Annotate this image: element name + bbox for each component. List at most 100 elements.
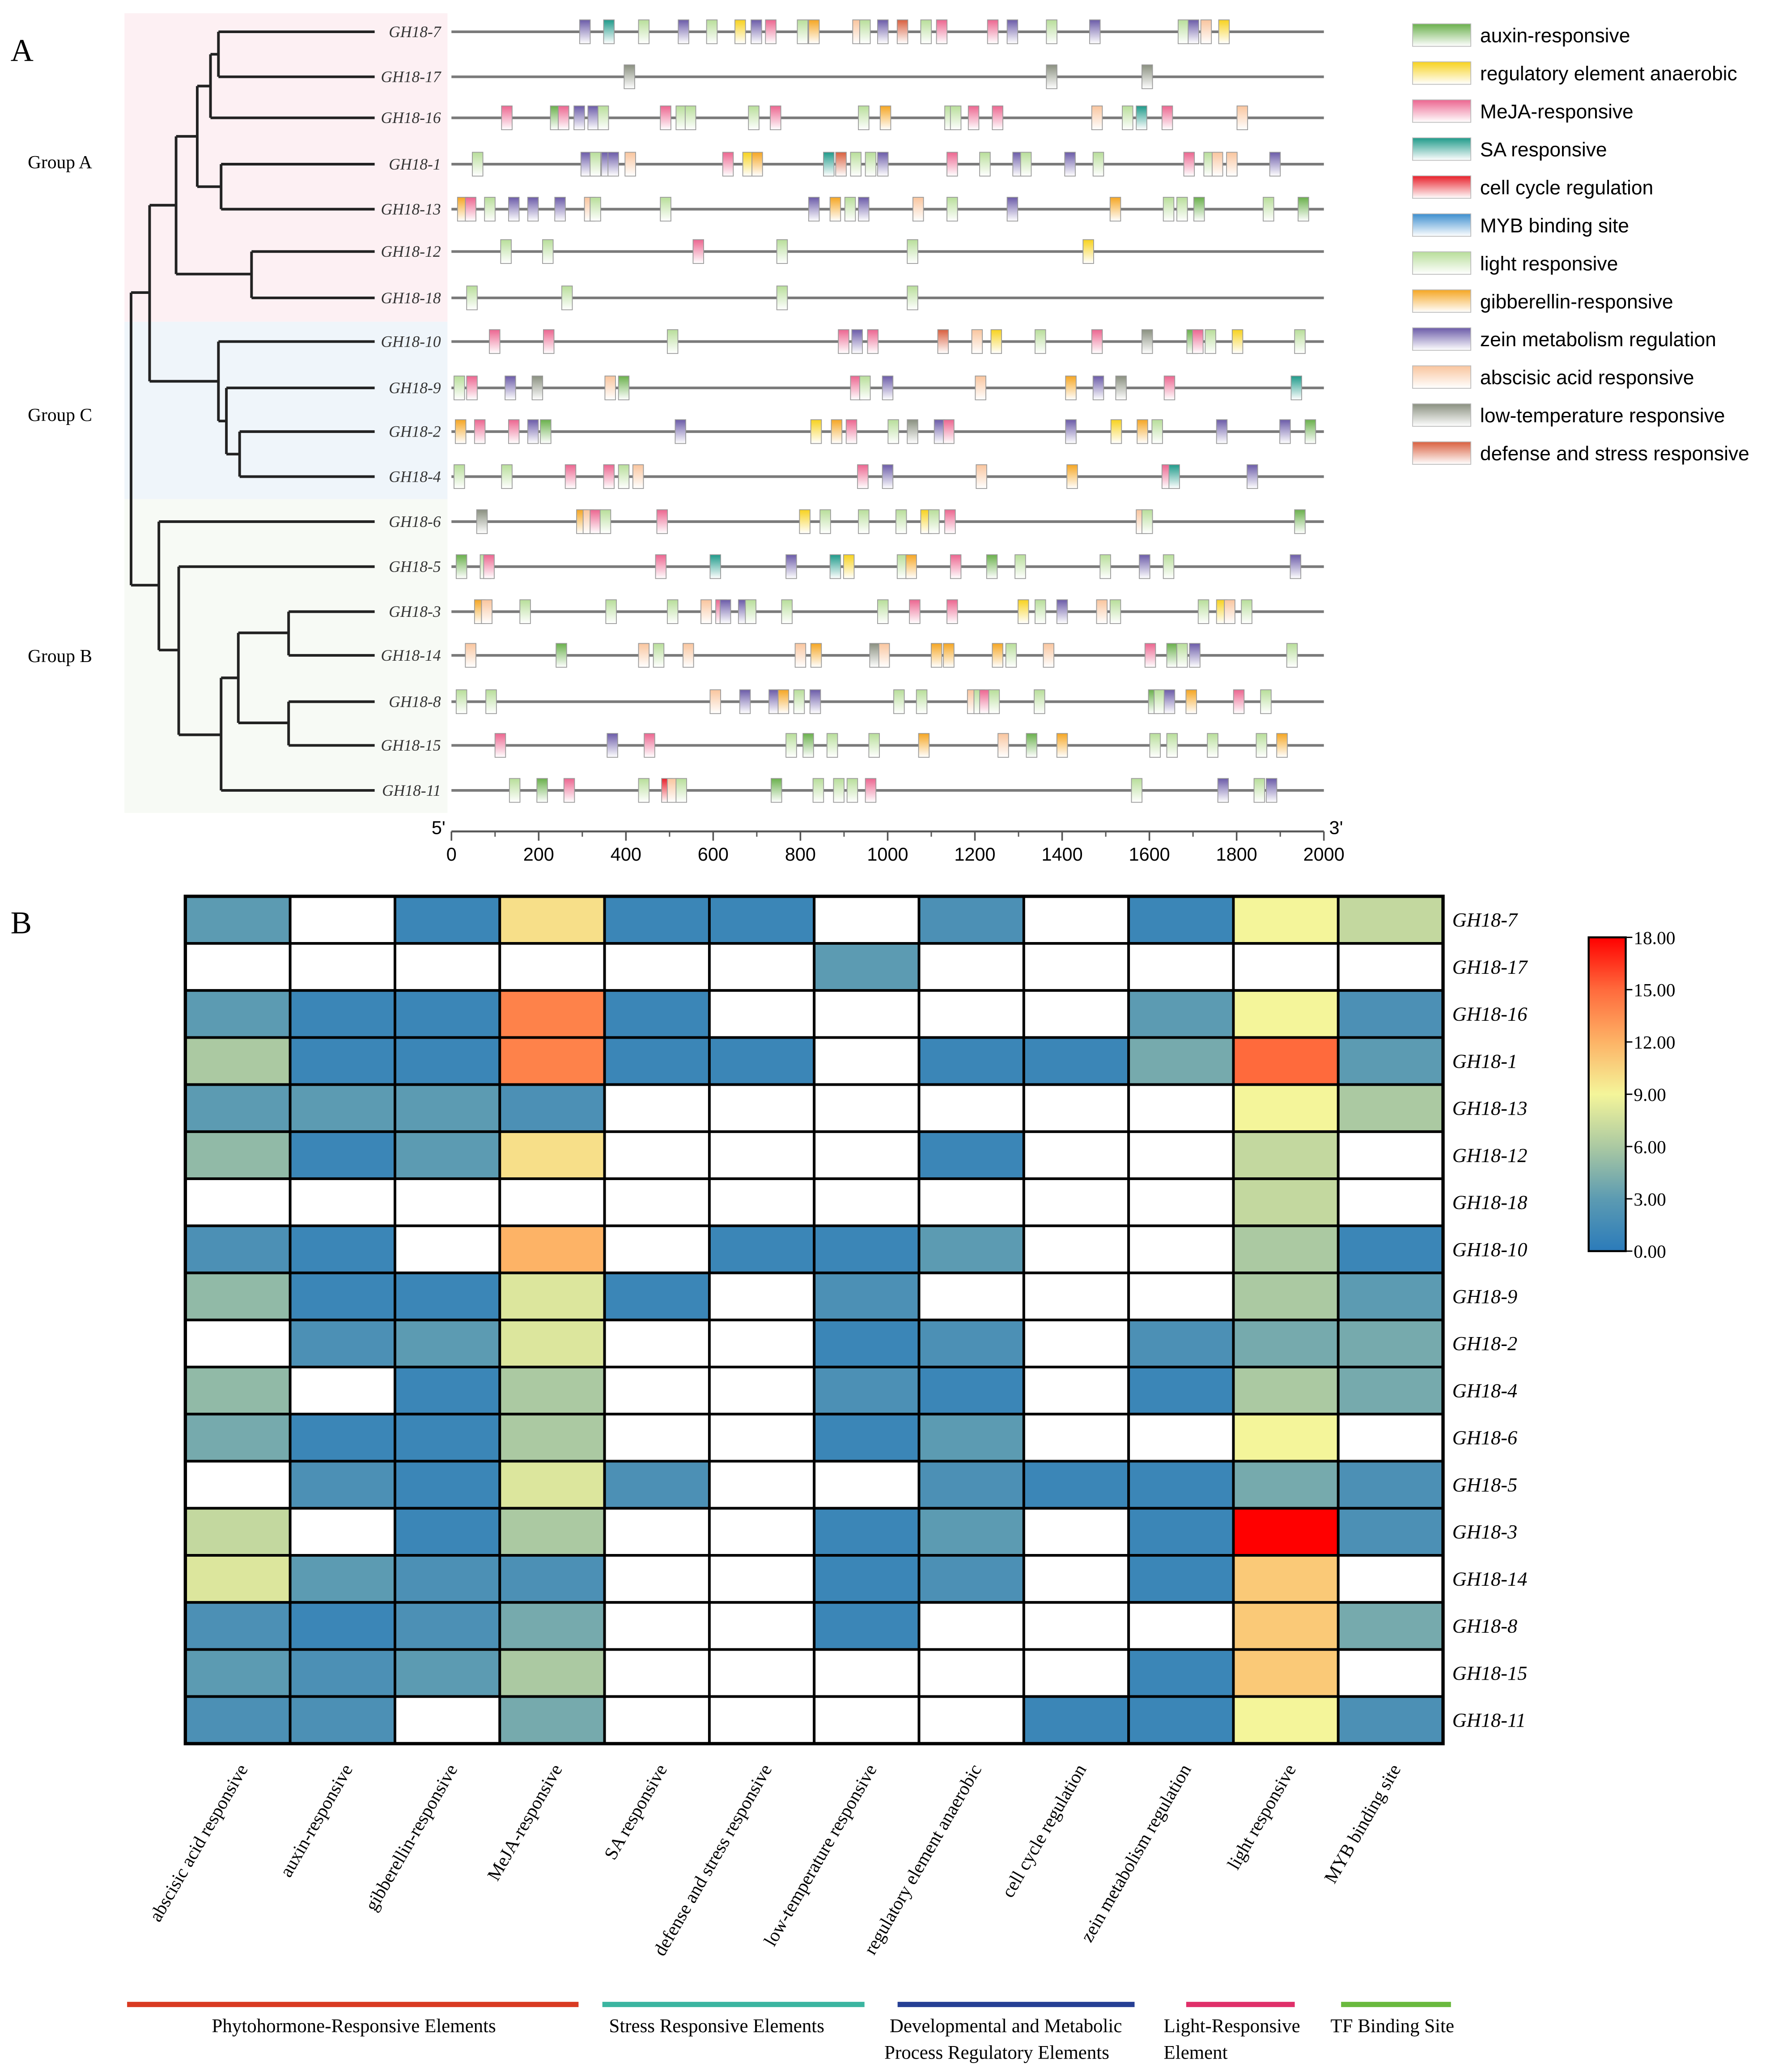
element-zein bbox=[882, 375, 894, 400]
element-zein bbox=[1056, 599, 1068, 624]
element-lig bbox=[858, 105, 870, 130]
element-low bbox=[1115, 375, 1127, 400]
column-label: low-temperature responsive bbox=[760, 1761, 880, 1949]
element-mej bbox=[1161, 105, 1173, 130]
heatmap-cell bbox=[1127, 1130, 1235, 1180]
element-lig bbox=[684, 105, 696, 130]
element-zein bbox=[809, 689, 821, 714]
element-mej bbox=[838, 329, 849, 354]
element-mej bbox=[1144, 643, 1156, 668]
category-label: TF Binding Site bbox=[1330, 2016, 1454, 2037]
row-label: GH18-1 bbox=[1452, 1050, 1517, 1072]
heatmap-cell bbox=[603, 1224, 711, 1274]
element-mej bbox=[950, 554, 962, 579]
heatmap-cell bbox=[708, 1224, 816, 1274]
element-zein bbox=[508, 197, 520, 222]
heatmap-row: GH18-6 bbox=[184, 1413, 1517, 1463]
element-low bbox=[624, 64, 635, 89]
heatmap-cell bbox=[1127, 1224, 1235, 1274]
element-zein bbox=[607, 152, 619, 177]
element-zein bbox=[527, 197, 539, 222]
heatmap-cell bbox=[917, 1507, 1025, 1557]
legend-swatch bbox=[1412, 213, 1472, 237]
heatmap-cell bbox=[1022, 1695, 1130, 1745]
element-lig bbox=[1131, 778, 1143, 803]
heatmap-cell bbox=[289, 1318, 396, 1369]
element-lig bbox=[1035, 329, 1046, 354]
group-label: Group B bbox=[28, 645, 92, 666]
heatmap-cell bbox=[1337, 1554, 1445, 1604]
heatmap-cell bbox=[813, 1177, 921, 1227]
heatmap-cell bbox=[1337, 1366, 1445, 1416]
element-sa bbox=[1136, 105, 1147, 130]
group-labels: Group A Group C Group B bbox=[28, 152, 92, 666]
row-label: GH18-9 bbox=[1452, 1285, 1517, 1308]
legend-label: SA responsive bbox=[1480, 139, 1607, 161]
element-mej bbox=[992, 105, 1003, 130]
element-lig bbox=[666, 599, 679, 624]
heatmap-cell bbox=[394, 1318, 501, 1369]
legend-swatch bbox=[1412, 61, 1472, 85]
element-lig bbox=[1176, 197, 1188, 222]
element-lig bbox=[597, 105, 609, 130]
element-gib bbox=[918, 733, 930, 758]
element-mej bbox=[946, 152, 958, 177]
element-aux bbox=[618, 375, 630, 400]
element-lig bbox=[1197, 599, 1210, 624]
heatmap-cell bbox=[708, 1460, 816, 1510]
heatmap-cell bbox=[813, 895, 921, 945]
heatmap-cell bbox=[289, 1177, 396, 1227]
heatmap-cell bbox=[1232, 895, 1340, 945]
axis-tick-label: 800 bbox=[785, 844, 816, 865]
row-label: GH18-7 bbox=[1452, 909, 1518, 931]
element-mej bbox=[765, 19, 777, 44]
element-mej bbox=[692, 239, 704, 264]
element-mej bbox=[770, 105, 781, 130]
element-zein bbox=[554, 197, 566, 222]
element-lig bbox=[472, 152, 484, 177]
heatmap-cell bbox=[917, 1460, 1025, 1510]
element-mej bbox=[845, 419, 857, 444]
heatmap-cell bbox=[603, 1460, 711, 1510]
heatmap-row: GH18-7 bbox=[184, 895, 1518, 945]
heatmap-cell bbox=[1127, 1083, 1235, 1133]
element-mej bbox=[946, 599, 958, 624]
element-lig bbox=[1166, 733, 1178, 758]
heatmap-cell bbox=[708, 1507, 816, 1557]
element-gib bbox=[1137, 419, 1148, 444]
element-lig bbox=[907, 239, 918, 264]
legend-item: regulatory element anaerobic bbox=[1412, 61, 1737, 85]
heatmap-cell bbox=[394, 895, 501, 945]
heatmap-row: GH18-13 bbox=[184, 1083, 1527, 1133]
category-label: Process Regulatory Elements bbox=[884, 2042, 1109, 2063]
legend-label: defense and stress responsive bbox=[1480, 443, 1749, 465]
element-gib bbox=[808, 19, 820, 44]
heatmap-cell bbox=[1232, 1271, 1340, 1321]
element-lig bbox=[950, 105, 962, 130]
element-lig bbox=[542, 239, 554, 264]
element-mej bbox=[465, 197, 476, 222]
element-lig bbox=[666, 329, 679, 354]
heatmap-row: GH18-14 bbox=[184, 1554, 1527, 1604]
legend-swatch bbox=[1412, 23, 1472, 47]
element-low bbox=[531, 375, 543, 400]
element-lig bbox=[1020, 152, 1032, 177]
element-lig bbox=[859, 375, 871, 400]
gene-track: GH18-8 bbox=[389, 689, 1324, 714]
element-lig bbox=[1253, 778, 1265, 803]
element-lig bbox=[509, 778, 521, 803]
element-ana bbox=[1231, 329, 1243, 354]
heatmap-cell bbox=[1232, 1177, 1340, 1227]
element-zein bbox=[877, 19, 889, 44]
element-zein bbox=[1269, 152, 1281, 177]
heatmap-cell bbox=[1337, 1318, 1445, 1369]
element-lig bbox=[988, 689, 1000, 714]
element-lig bbox=[1142, 509, 1153, 534]
element-lig bbox=[519, 599, 531, 624]
heatmap-cell bbox=[917, 1554, 1025, 1604]
panel-label-a: A bbox=[11, 33, 34, 68]
element-aba bbox=[1200, 19, 1212, 44]
heatmap-cell bbox=[813, 1271, 921, 1321]
element-lig bbox=[1260, 689, 1272, 714]
